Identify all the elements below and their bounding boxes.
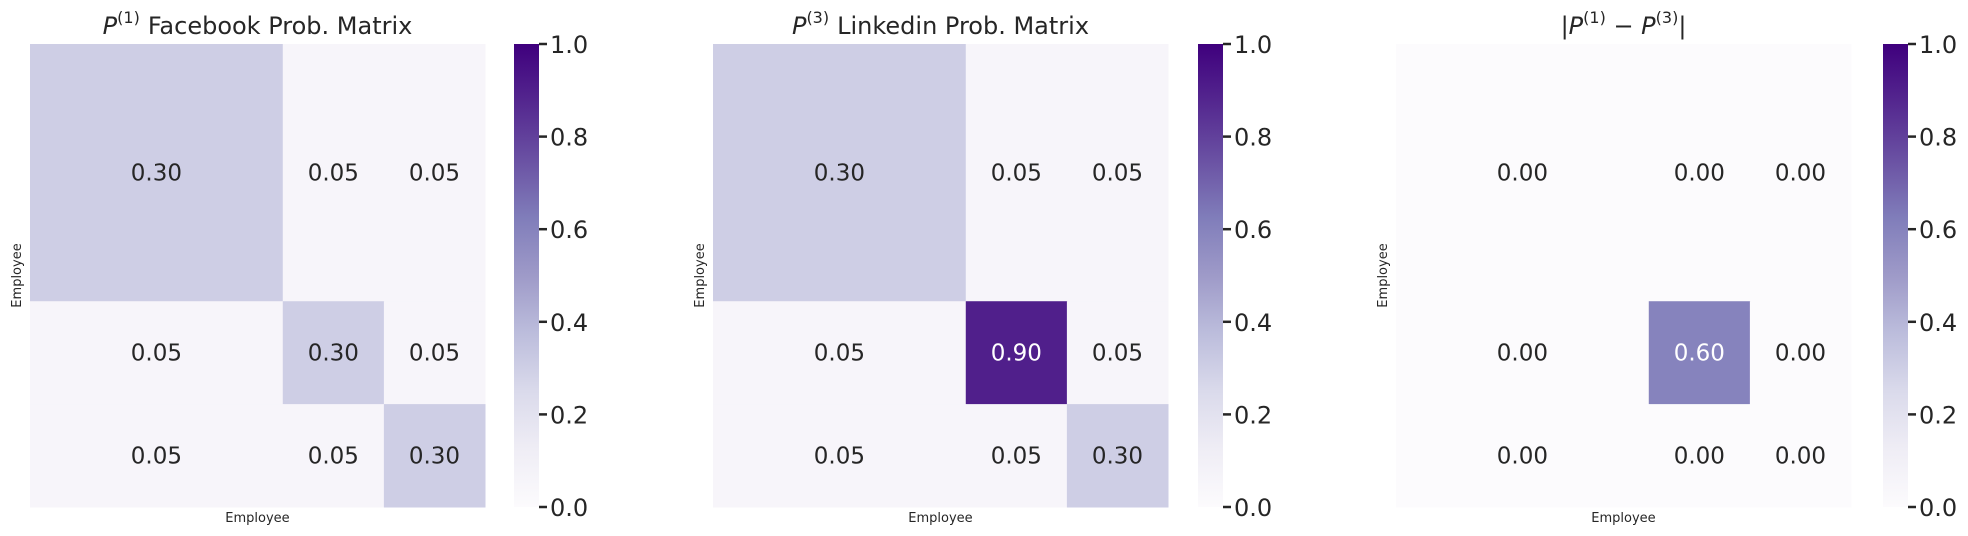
- heatmap-cell: [1396, 44, 1650, 302]
- title-text: Facebook Prob. Matrix: [148, 12, 413, 40]
- title-symbol: P: [792, 12, 807, 40]
- colorbar-tick-label: 0.8: [1234, 124, 1272, 152]
- cell-value-label: 0.05: [814, 341, 865, 367]
- cell-value-label: 0.05: [131, 341, 182, 367]
- y-axis-label: Employee: [1376, 243, 1391, 307]
- heatmap-cell: [383, 44, 486, 302]
- colorbar-tick-label: 1.0: [1234, 31, 1272, 59]
- heatmap-cell: [713, 44, 967, 302]
- colorbar-tick-label: 0.0: [1919, 494, 1957, 522]
- heatmap-cell: [282, 301, 385, 405]
- heatmap-cell: [1648, 44, 1751, 302]
- cell-value-label: 0.05: [1092, 341, 1143, 367]
- title-superscript: (3): [1656, 8, 1679, 27]
- heatmap-cell: [30, 404, 284, 508]
- heatmap-cell: [713, 301, 967, 405]
- cell-value-label: 0.05: [308, 444, 359, 470]
- title-text: |: [1678, 12, 1686, 40]
- cell-value-label: 0.00: [1775, 444, 1826, 470]
- cell-value-label: 0.00: [1775, 341, 1826, 367]
- y-axis-label: Employee: [10, 243, 25, 307]
- cell-value-label: 0.00: [1497, 341, 1548, 367]
- heatmap-cell: [282, 404, 385, 508]
- colorbar: [1883, 44, 1908, 507]
- cell-value-label: 0.00: [1674, 444, 1725, 470]
- colorbar-tick-label: 0.6: [550, 216, 588, 244]
- cell-value-label: 0.30: [409, 444, 460, 470]
- chart-title: P(1) Facebook Prob. Matrix: [103, 8, 413, 40]
- cell-value-label: 0.00: [1775, 161, 1826, 187]
- x-axis-label: Employee: [908, 511, 972, 526]
- heatmap-cell: [1066, 301, 1169, 405]
- cell-value-label: 0.00: [1674, 161, 1725, 187]
- heatmap-cell: [30, 301, 284, 405]
- heatmap-panel-3: 0.00 0.00 0.00 0.00 0.60 0.00 0.00 0.00 0.00 |P(1…: [1376, 8, 1957, 526]
- colorbar-tick-label: 0.4: [550, 309, 588, 337]
- title-superscript: (1): [117, 8, 140, 27]
- heatmap-cell: [383, 301, 486, 405]
- chart-title: P(3) Linkedin Prob. Matrix: [792, 8, 1089, 40]
- heatmap-cell: [1396, 404, 1650, 508]
- heatmap-cell: [1066, 404, 1169, 508]
- title-superscript: (3): [806, 8, 829, 27]
- heatmap-cell: [383, 404, 486, 508]
- heatmap-cell: [965, 44, 1068, 302]
- cell-value-label: 0.60: [1674, 341, 1725, 367]
- cell-value-label: 0.00: [1497, 444, 1548, 470]
- colorbar-tick-label: 0.8: [1919, 124, 1957, 152]
- title-text: Linkedin Prob. Matrix: [837, 12, 1089, 40]
- cell-value-label: 0.30: [308, 341, 359, 367]
- heatmap-cell: [1749, 44, 1852, 302]
- cell-value-label: 0.05: [409, 341, 460, 367]
- heatmap-panel-1: 0.30 0.05 0.05 0.05 0.30 0.05 0.05 0.05 0.30 P(1)…: [10, 8, 588, 526]
- colorbar-tick-label: 1.0: [550, 31, 588, 59]
- title-superscript: (1): [1583, 8, 1606, 27]
- colorbar-tick-label: 0.6: [1234, 216, 1272, 244]
- title-text: − P: [1606, 12, 1656, 40]
- cell-value-label: 0.90: [991, 341, 1042, 367]
- chart-title: |P(1) − P(3)|: [1561, 8, 1687, 40]
- heatmap-cell: [30, 44, 284, 302]
- heatmap-cell: [1396, 301, 1650, 405]
- colorbar: [514, 44, 539, 507]
- colorbar-tick-label: 0.4: [1919, 309, 1957, 337]
- title-symbol: P: [103, 12, 118, 40]
- colorbar-tick-label: 0.4: [1234, 309, 1272, 337]
- cell-value-label: 0.05: [409, 161, 460, 187]
- cell-value-label: 0.30: [1092, 444, 1143, 470]
- colorbar-tick-label: 0.0: [1234, 494, 1272, 522]
- heatmap-cell: [713, 404, 967, 508]
- colorbar-tick-label: 0.2: [1234, 401, 1272, 429]
- colorbar: [1198, 44, 1223, 507]
- colorbar-tick-label: 0.6: [1919, 216, 1957, 244]
- cell-value-label: 0.05: [991, 444, 1042, 470]
- heatmap-cell: [1648, 404, 1751, 508]
- colorbar-tick-label: 1.0: [1919, 31, 1957, 59]
- cell-value-label: 0.05: [1092, 161, 1143, 187]
- cell-value-label: 0.30: [131, 161, 182, 187]
- y-axis-label: Employee: [693, 243, 708, 307]
- cell-value-label: 0.30: [814, 161, 865, 187]
- cell-value-label: 0.00: [1497, 161, 1548, 187]
- colorbar-tick-label: 0.0: [550, 494, 588, 522]
- colorbar-tick-label: 0.2: [1919, 401, 1957, 429]
- heatmap-cell: [1066, 44, 1169, 302]
- cell-value-label: 0.05: [131, 444, 182, 470]
- heatmap-cell: [1749, 301, 1852, 405]
- heatmap-cell: [965, 301, 1068, 405]
- colorbar-tick-label: 0.2: [550, 401, 588, 429]
- heatmap-cell: [1648, 301, 1751, 405]
- x-axis-label: Employee: [225, 511, 289, 526]
- cell-value-label: 0.05: [814, 444, 865, 470]
- cell-value-label: 0.05: [308, 161, 359, 187]
- heatmap-cell: [1749, 404, 1852, 508]
- title-text: |P: [1561, 12, 1584, 40]
- x-axis-label: Employee: [1591, 511, 1655, 526]
- heatmap-cell: [965, 404, 1068, 508]
- colorbar-tick-label: 0.8: [550, 124, 588, 152]
- cell-value-label: 0.05: [991, 161, 1042, 187]
- heatmap-panel-2: 0.30 0.05 0.05 0.05 0.90 0.05 0.05 0.05 0.30 P(3)…: [693, 8, 1272, 526]
- heatmap-cell: [282, 44, 385, 302]
